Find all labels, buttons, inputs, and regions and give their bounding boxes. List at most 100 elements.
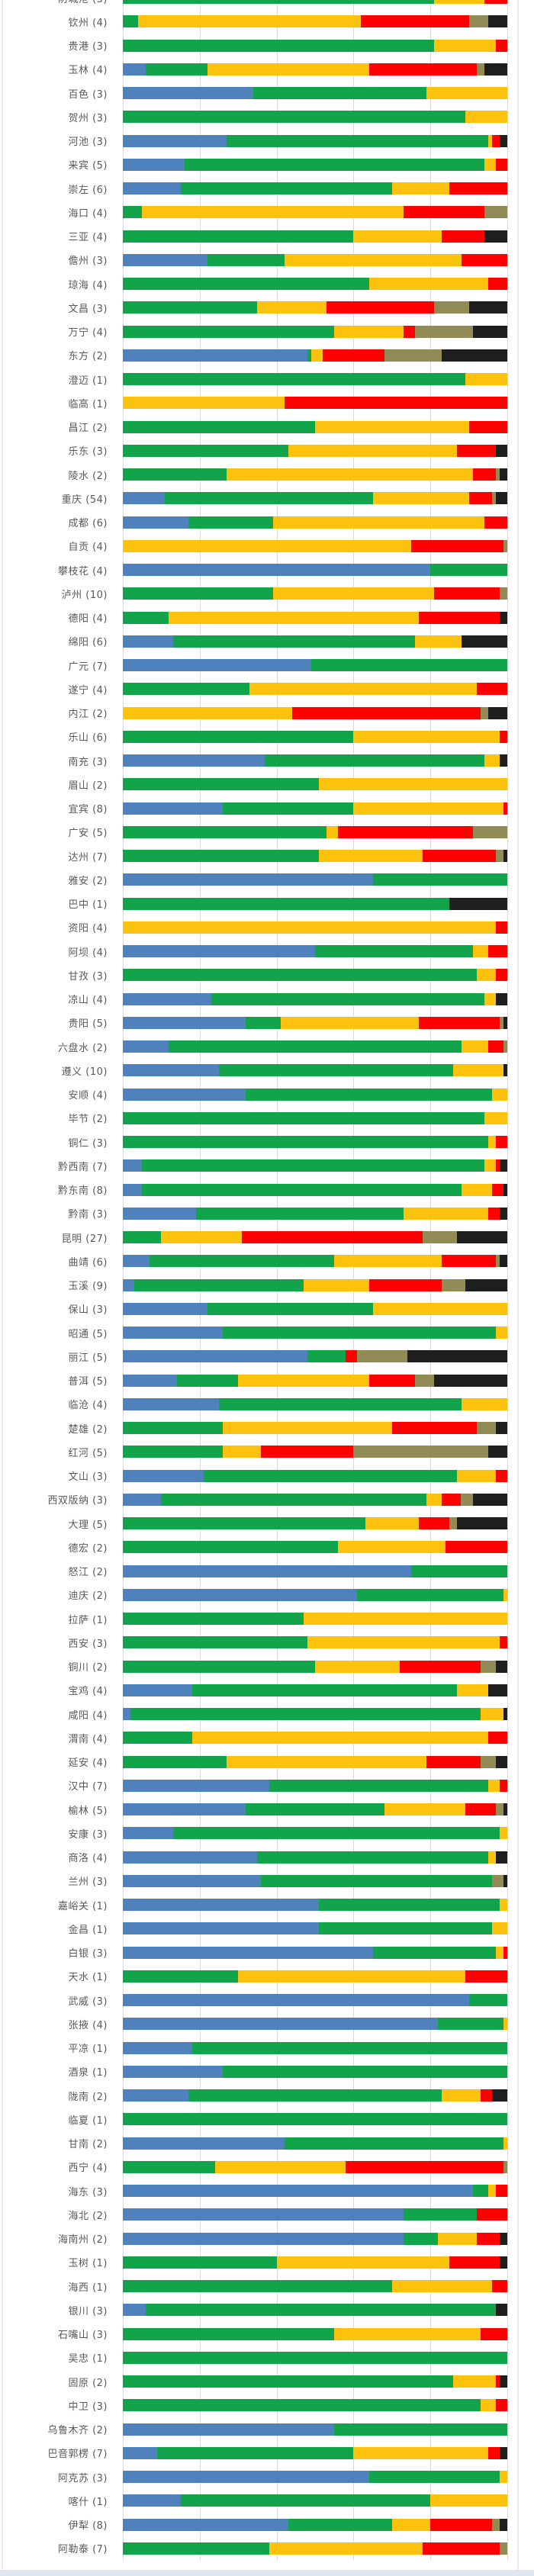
bar-segment-yellow — [272, 516, 484, 529]
bar-segment-yellow — [495, 1946, 503, 1959]
bar-segment-yellow — [372, 492, 469, 505]
chart-row: 海西 (1) — [0, 2274, 534, 2298]
y-axis-category-label: 钦州 (4) — [68, 17, 108, 29]
bar-segment-yellow — [487, 134, 492, 147]
chart-row: 吴忠 (1) — [0, 2346, 534, 2369]
bar-segment-red — [495, 921, 507, 934]
bar-segment-blue — [123, 492, 166, 505]
bar-segment-black — [499, 611, 507, 624]
stacked-bar — [123, 39, 507, 52]
bar-segment-yellow — [438, 2232, 477, 2245]
bar-segment-green — [123, 420, 315, 433]
y-axis-category-label: 海南州 (2) — [57, 2234, 108, 2246]
bar-segment-blue — [123, 1684, 192, 1696]
bar-segment-yellow — [384, 1803, 465, 1815]
stacked-bar — [123, 206, 507, 219]
bar-segment-red — [484, 0, 507, 4]
bar-segment-red — [495, 39, 507, 52]
bar-segment-yellow — [499, 1827, 507, 1840]
y-axis-category-label: 拉萨 (1) — [68, 1614, 108, 1626]
bar-segment-red — [284, 397, 507, 410]
bar-segment-red — [468, 492, 492, 505]
bar-segment-olive — [499, 1016, 503, 1029]
bar-segment-blue — [123, 2232, 404, 2245]
chart-row: 黔东南 (8) — [0, 1178, 534, 1201]
bar-segment-yellow — [457, 1684, 488, 1696]
bar-segment-blue — [123, 802, 224, 815]
bar-segment-red — [442, 1255, 496, 1268]
bar-segment-black — [503, 1183, 507, 1196]
y-axis-category-label: 渭南 (4) — [68, 1733, 108, 1745]
bar-segment-yellow — [484, 1111, 507, 1124]
bar-segment-yellow — [123, 921, 496, 934]
bar-segment-blue — [123, 2304, 146, 2317]
bar-segment-red — [419, 611, 500, 624]
bar-segment-blue — [123, 2137, 285, 2150]
stacked-bar — [123, 2256, 507, 2269]
bar-segment-yellow — [280, 1016, 420, 1029]
bar-segment-green — [372, 873, 507, 886]
bar-segment-green — [123, 373, 465, 385]
bar-segment-blue — [123, 1779, 269, 1792]
stacked-bar — [123, 945, 507, 957]
stacked-bar — [123, 1755, 507, 1768]
y-axis-category-label: 丽江 (5) — [68, 1352, 108, 1364]
bar-segment-blue — [123, 1851, 258, 1864]
bar-segment-green — [219, 1064, 454, 1077]
bar-segment-yellow — [327, 825, 339, 838]
chart-row: 铜仁 (3) — [0, 1130, 534, 1153]
bar-segment-red — [487, 1732, 507, 1745]
stacked-bar — [123, 1779, 507, 1792]
bar-segment-red — [495, 969, 507, 982]
bar-segment-yellow — [457, 1469, 496, 1482]
chart-row: 临夏 (1) — [0, 2108, 534, 2131]
chart-row: 陵水 (2) — [0, 462, 534, 486]
chart-row: 金昌 (1) — [0, 1917, 534, 1941]
bar-segment-yellow — [272, 587, 435, 600]
stacked-bar — [123, 2208, 507, 2221]
bar-segment-yellow — [303, 1613, 507, 1625]
chart-row: 迪庆 (2) — [0, 1583, 534, 1606]
bar-segment-yellow — [465, 373, 507, 385]
y-axis-category-label: 榆林 (5) — [68, 1805, 108, 1817]
chart-row: 渭南 (4) — [0, 1726, 534, 1750]
bar-segment-green — [368, 2471, 500, 2483]
bar-segment-red — [419, 1517, 450, 1529]
bar-segment-green — [123, 1231, 162, 1243]
stacked-bar — [123, 1588, 507, 1601]
bar-segment-blue — [123, 516, 188, 529]
stacked-bar — [123, 15, 507, 28]
chart-row: 普洱 (5) — [0, 1368, 534, 1392]
bar-segment-green — [195, 1207, 404, 1220]
bar-segment-green — [123, 1613, 304, 1625]
stacked-bar — [123, 2423, 507, 2436]
bar-segment-green — [123, 778, 320, 791]
bar-segment-olive — [461, 1493, 473, 1506]
bar-segment-red — [446, 1541, 507, 1554]
y-axis-category-label: 海东 (3) — [68, 2186, 108, 2198]
stacked-bar — [123, 992, 507, 1005]
bar-segment-olive — [503, 2160, 507, 2173]
bar-segment-blue — [123, 253, 207, 266]
bar-segment-yellow — [484, 158, 496, 171]
stacked-bar — [123, 1088, 507, 1101]
bar-segment-green — [123, 730, 354, 743]
bar-segment-red — [327, 301, 435, 314]
y-axis-category-label: 甘南 (2) — [68, 2139, 108, 2150]
bar-segment-olive — [449, 1517, 458, 1529]
y-axis-category-label: 玉林 (4) — [68, 65, 108, 77]
stacked-bar — [123, 1636, 507, 1649]
y-axis-category-label: 玉溪 (9) — [68, 1281, 108, 1292]
bar-segment-black — [457, 1517, 507, 1529]
bar-segment-olive — [357, 1350, 407, 1363]
bar-segment-green — [123, 897, 450, 910]
bar-segment-green — [261, 1874, 492, 1887]
bar-segment-green — [123, 611, 169, 624]
stacked-bar — [123, 611, 507, 624]
y-axis-category-label: 天水 (1) — [68, 1972, 108, 1984]
y-axis-category-label: 固原 (2) — [68, 2377, 108, 2389]
bar-segment-red — [487, 2446, 500, 2459]
bar-segment-black — [465, 1278, 507, 1291]
bar-segment-red — [495, 2375, 500, 2388]
chart-row: 汉中 (7) — [0, 1774, 534, 1797]
